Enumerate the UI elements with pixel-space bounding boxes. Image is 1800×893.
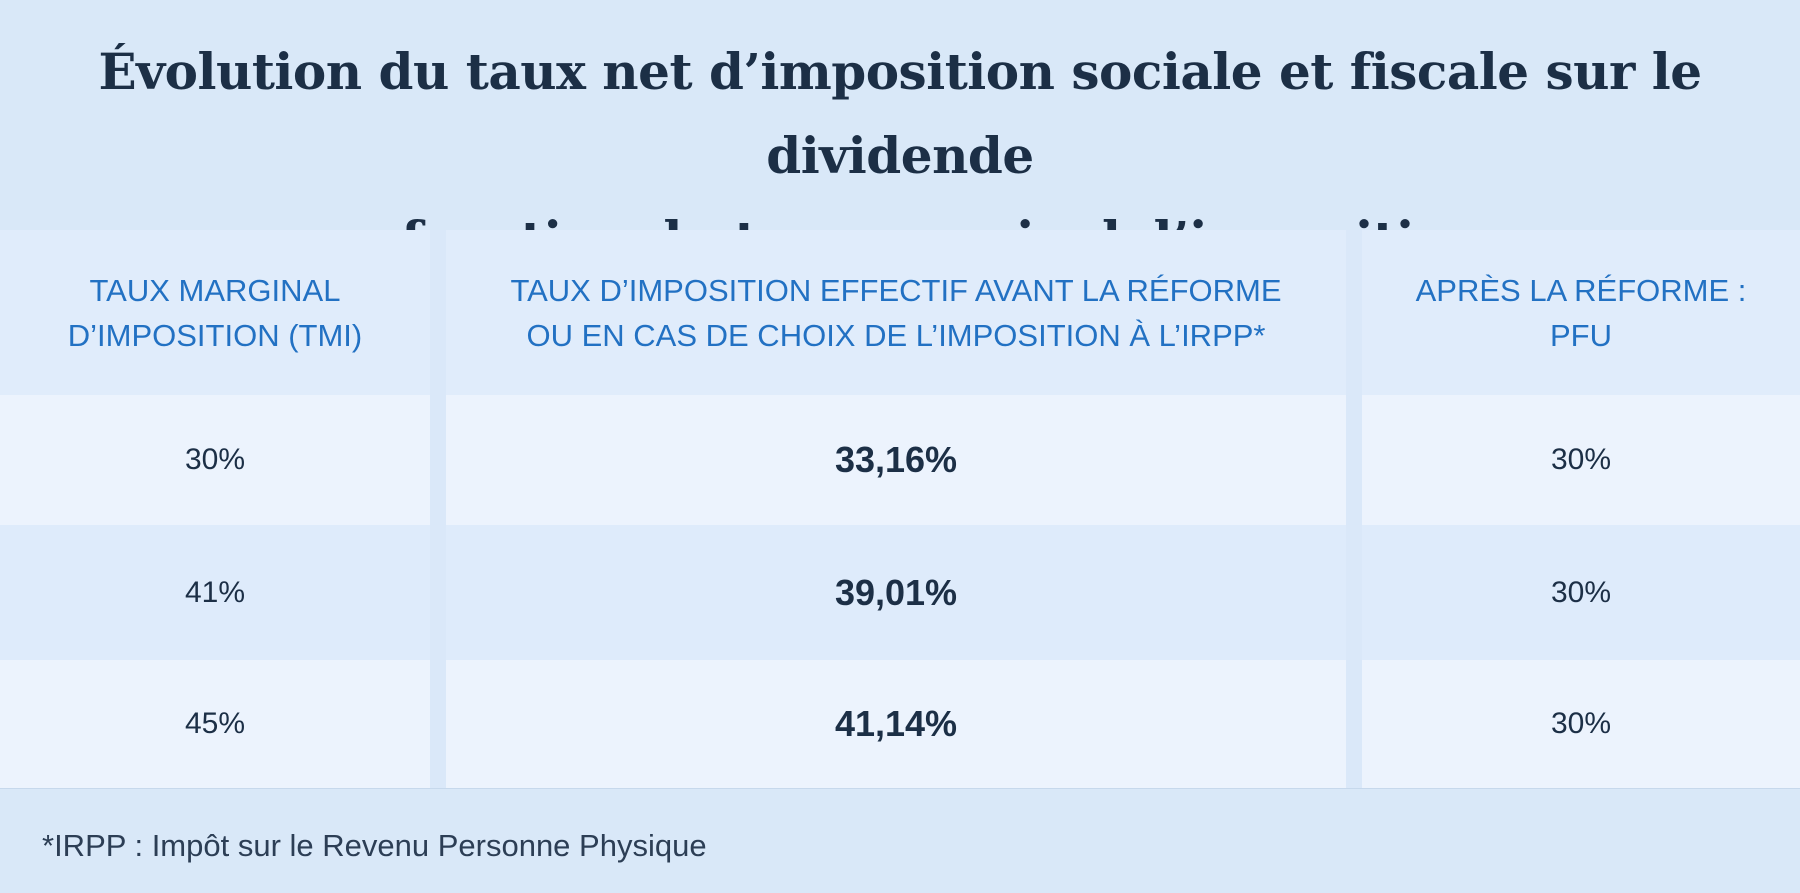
header-line: TAUX D’IMPOSITION EFFECTIF AVANT LA RÉFO…: [510, 272, 1282, 308]
table-cell: 39,01%: [446, 525, 1346, 660]
table-cell: 33,16%: [446, 395, 1346, 525]
column-header-effective-rate: TAUX D’IMPOSITION EFFECTIF AVANT LA RÉFO…: [446, 230, 1346, 395]
table-cell: 30%: [1362, 395, 1800, 525]
column-effective-rate: TAUX D’IMPOSITION EFFECTIF AVANT LA RÉFO…: [446, 230, 1346, 788]
table-bottom-divider: [0, 788, 1800, 789]
footnote: *IRPP : Impôt sur le Revenu Personne Phy…: [42, 828, 707, 863]
tax-rate-table: TAUX MARGINAL D’IMPOSITION (TMI) 30% 41%…: [0, 230, 1800, 788]
column-header-pfu: APRÈS LA RÉFORME : PFU: [1362, 230, 1800, 395]
column-tmi: TAUX MARGINAL D’IMPOSITION (TMI) 30% 41%…: [0, 230, 430, 788]
header-line: D’IMPOSITION (TMI): [67, 317, 363, 353]
title-line-1: Évolution du taux net d’imposition socia…: [98, 42, 1702, 185]
table-cell: 41,14%: [446, 660, 1346, 788]
header-line: PFU: [1550, 317, 1612, 353]
header-line: APRÈS LA RÉFORME :: [1415, 272, 1747, 308]
table-cell: 30%: [1362, 525, 1800, 660]
header-line: OU EN CAS DE CHOIX DE L’IMPOSITION À L’I…: [526, 317, 1266, 353]
column-gap: [430, 230, 446, 788]
column-header-tmi: TAUX MARGINAL D’IMPOSITION (TMI): [0, 230, 430, 395]
table-cell: 30%: [1362, 660, 1800, 788]
column-gap: [1346, 230, 1362, 788]
table-cell: 45%: [0, 660, 430, 788]
header-line: TAUX MARGINAL: [89, 272, 341, 308]
table-cell: 30%: [0, 395, 430, 525]
column-pfu: APRÈS LA RÉFORME : PFU 30% 30% 30%: [1362, 230, 1800, 788]
table-cell: 41%: [0, 525, 430, 660]
